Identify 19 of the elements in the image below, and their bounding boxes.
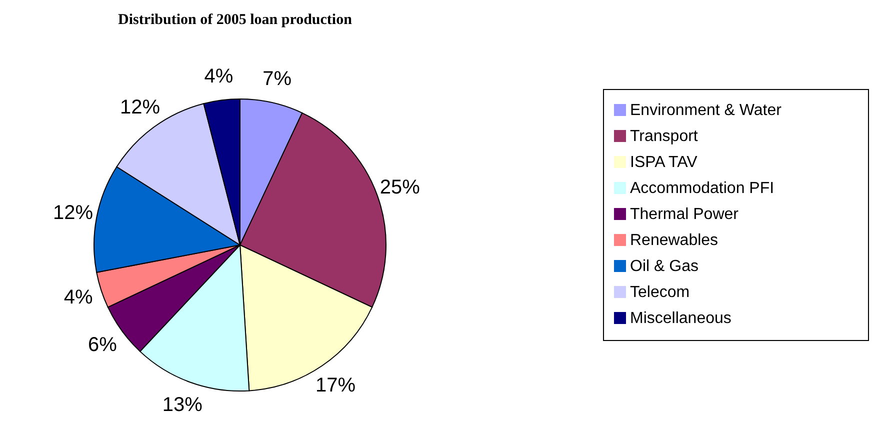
data-label: 13% xyxy=(162,394,203,416)
legend-label: Miscellaneous xyxy=(630,310,732,326)
legend-label: Renewables xyxy=(630,232,718,248)
legend-label: Oil & Gas xyxy=(630,258,698,274)
data-label: 12% xyxy=(52,202,94,224)
legend-label: Accommodation PFI xyxy=(630,180,774,196)
data-label: 17% xyxy=(316,374,356,397)
legend-label: ISPA TAV xyxy=(630,154,698,170)
data-label: 7% xyxy=(262,68,292,90)
data-label: 12% xyxy=(120,96,160,118)
data-label: 4% xyxy=(64,286,93,309)
data-label: 6% xyxy=(88,334,118,356)
legend-label: Environment & Water xyxy=(630,102,782,118)
legend-label: Telecom xyxy=(630,284,690,300)
legend-label: Thermal Power xyxy=(630,206,738,222)
chart-title: Distribution of 2005 loan production xyxy=(118,12,352,29)
data-label: 4% xyxy=(204,65,234,88)
legend-label: Transport xyxy=(630,128,698,144)
data-label: 25% xyxy=(380,176,420,198)
